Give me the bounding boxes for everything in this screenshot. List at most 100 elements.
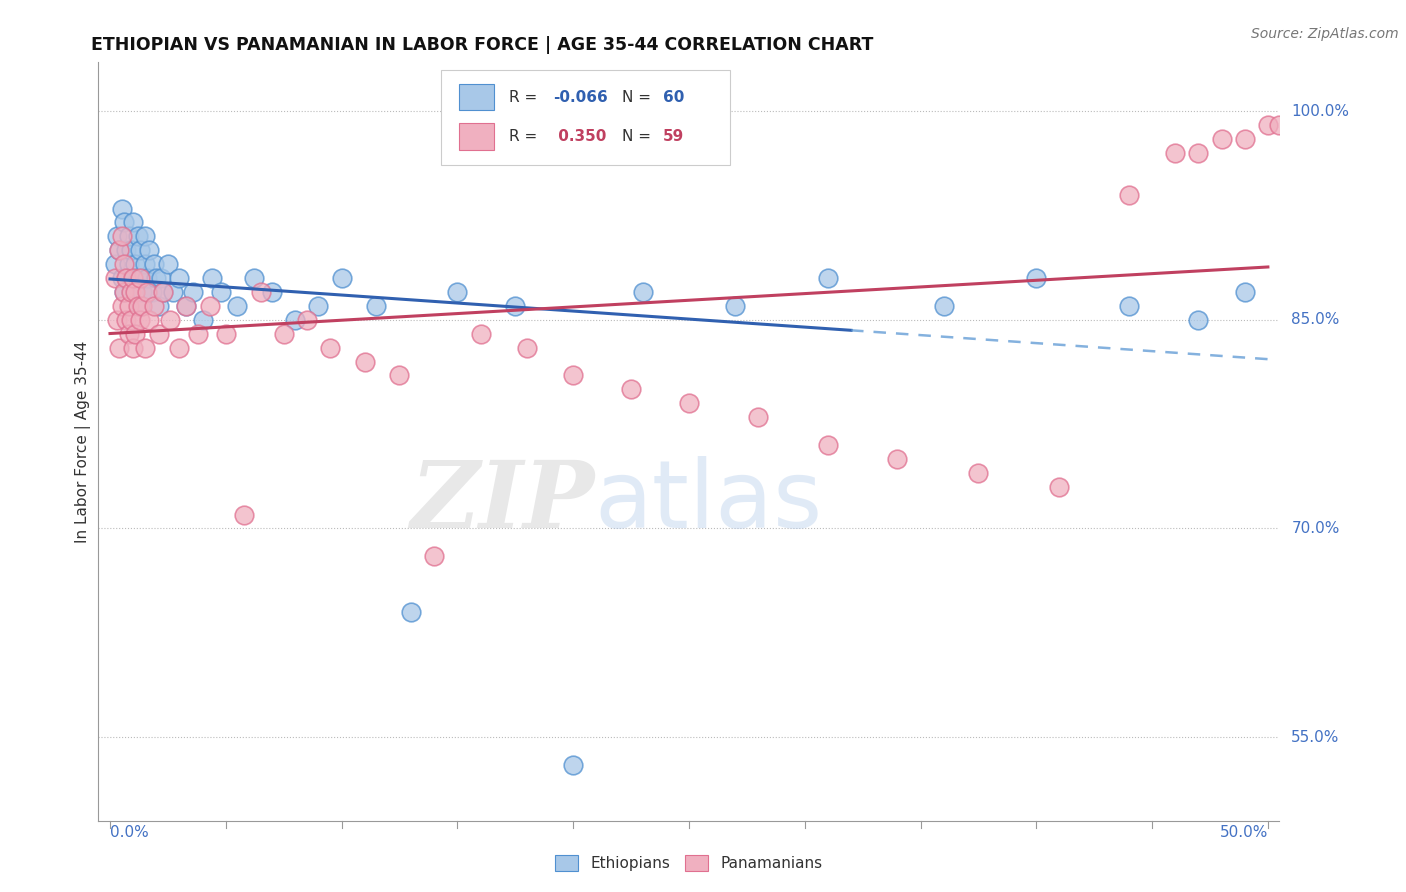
Text: 70.0%: 70.0% xyxy=(1291,521,1340,536)
Point xyxy=(176,299,198,313)
Point xyxy=(115,271,138,285)
Point xyxy=(115,244,138,258)
Point xyxy=(1233,132,1256,146)
Text: atlas: atlas xyxy=(595,456,823,549)
Point xyxy=(122,271,145,285)
Point xyxy=(136,271,159,285)
Point xyxy=(115,271,138,285)
Point xyxy=(201,271,224,285)
Point xyxy=(110,299,132,313)
Point xyxy=(124,285,146,299)
Point xyxy=(129,244,152,258)
Point xyxy=(1118,187,1140,202)
Point xyxy=(104,257,127,271)
Point xyxy=(562,368,585,383)
Point xyxy=(886,451,908,466)
Legend: Ethiopians, Panamanians: Ethiopians, Panamanians xyxy=(550,849,828,878)
Text: 0.350: 0.350 xyxy=(553,129,606,145)
Point xyxy=(129,299,152,313)
Point xyxy=(817,438,839,452)
Point xyxy=(169,271,191,285)
Point xyxy=(134,229,156,244)
Point xyxy=(678,396,700,410)
Point xyxy=(115,313,138,327)
Point xyxy=(112,215,135,229)
Point xyxy=(967,466,990,480)
Point xyxy=(1233,285,1256,299)
Point xyxy=(159,313,181,327)
Point xyxy=(120,285,142,299)
Point xyxy=(110,229,132,244)
Point xyxy=(631,285,654,299)
Point xyxy=(117,257,139,271)
Point xyxy=(152,285,174,299)
Point xyxy=(117,326,139,341)
Point xyxy=(105,229,128,244)
Point xyxy=(156,257,179,271)
Point xyxy=(446,285,468,299)
Point xyxy=(319,341,342,355)
Point xyxy=(388,368,411,383)
Point xyxy=(198,299,221,313)
Point xyxy=(162,285,184,299)
Point xyxy=(191,313,214,327)
Text: 100.0%: 100.0% xyxy=(1291,103,1350,119)
Point xyxy=(131,285,153,299)
Point xyxy=(122,215,145,229)
Point xyxy=(138,244,160,258)
Text: 85.0%: 85.0% xyxy=(1291,312,1340,327)
Point xyxy=(127,271,149,285)
Point xyxy=(1187,145,1209,160)
Point xyxy=(1211,132,1233,146)
Point xyxy=(249,285,271,299)
Point xyxy=(183,285,205,299)
FancyBboxPatch shape xyxy=(458,84,494,111)
Point xyxy=(169,341,191,355)
Point xyxy=(112,285,135,299)
Point xyxy=(117,299,139,313)
Text: 50.0%: 50.0% xyxy=(1219,825,1268,839)
Point xyxy=(470,326,492,341)
Point xyxy=(724,299,747,313)
Point xyxy=(112,257,135,271)
Point xyxy=(148,326,170,341)
Y-axis label: In Labor Force | Age 35-44: In Labor Force | Age 35-44 xyxy=(76,341,91,542)
Point xyxy=(1268,118,1291,132)
Text: 59: 59 xyxy=(664,129,685,145)
Text: R =: R = xyxy=(509,90,543,105)
Point xyxy=(138,313,160,327)
Point xyxy=(747,410,769,425)
Point xyxy=(110,271,132,285)
Point xyxy=(134,341,156,355)
Point xyxy=(242,271,264,285)
Point xyxy=(1049,480,1071,494)
Point xyxy=(145,271,167,285)
Point xyxy=(1025,271,1047,285)
Point xyxy=(148,299,170,313)
Point xyxy=(330,271,353,285)
Point xyxy=(1257,118,1279,132)
Point xyxy=(120,244,142,258)
Point xyxy=(423,549,446,564)
Point xyxy=(117,229,139,244)
Point xyxy=(129,313,152,327)
Point xyxy=(817,271,839,285)
Point xyxy=(932,299,955,313)
Point xyxy=(503,299,526,313)
Point xyxy=(136,285,159,299)
Point xyxy=(366,299,388,313)
Point xyxy=(108,244,131,258)
Text: Source: ZipAtlas.com: Source: ZipAtlas.com xyxy=(1251,27,1399,41)
Point xyxy=(307,299,329,313)
Point xyxy=(1187,313,1209,327)
Point xyxy=(122,271,145,285)
Point xyxy=(129,271,152,285)
Point xyxy=(1118,299,1140,313)
Point xyxy=(399,605,422,619)
Point xyxy=(152,285,174,299)
Point xyxy=(284,313,307,327)
FancyBboxPatch shape xyxy=(441,70,730,165)
Point xyxy=(122,341,145,355)
Text: N =: N = xyxy=(621,129,655,145)
Point xyxy=(353,354,375,368)
